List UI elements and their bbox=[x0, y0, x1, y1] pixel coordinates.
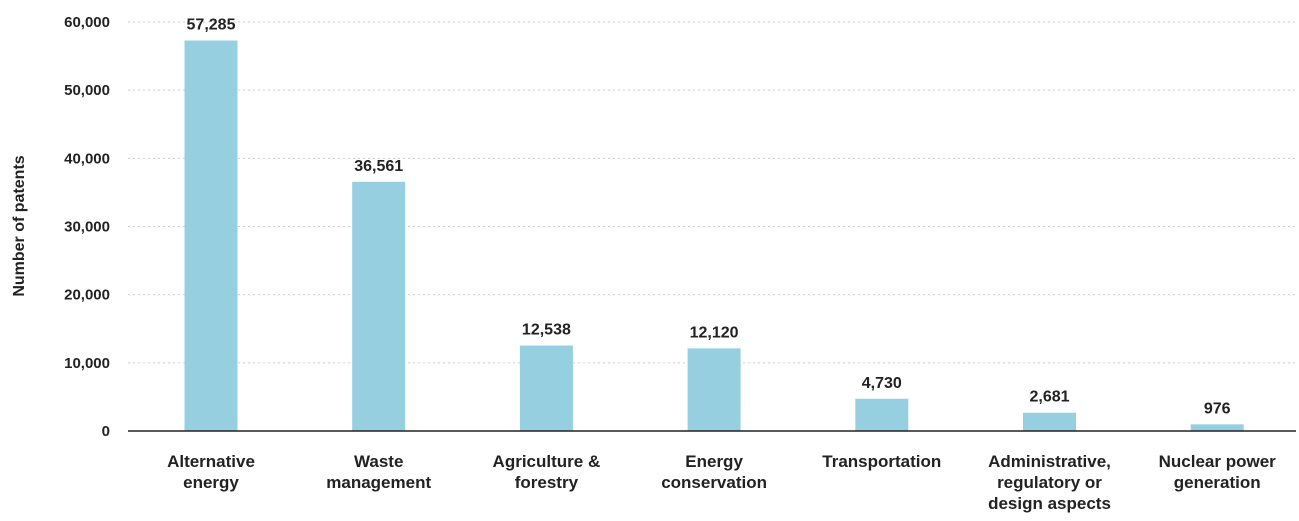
x-category-label-line: forestry bbox=[515, 473, 579, 492]
bar bbox=[687, 348, 741, 431]
gridlines bbox=[128, 21, 1296, 364]
x-axis-categories: Alternative energy Waste management Agricult… bbox=[167, 452, 1276, 513]
bar-value-label: 57,285 bbox=[187, 17, 236, 34]
bar bbox=[1190, 424, 1244, 431]
x-category-label-line: conservation bbox=[661, 473, 767, 492]
y-tick-label: 10,000 bbox=[64, 355, 110, 372]
x-category-label: Energy conservation bbox=[661, 452, 767, 492]
x-category-label-line: Nuclear power bbox=[1159, 452, 1277, 471]
bar bbox=[519, 345, 573, 431]
bar-value-label: 4,730 bbox=[862, 375, 902, 392]
bar bbox=[1023, 412, 1076, 431]
bars bbox=[184, 40, 1244, 431]
data-labels: 57,285 36,561 12,538 12,120 4,730 2,681 976 bbox=[187, 17, 1231, 418]
y-tick-label: 20,000 bbox=[64, 287, 110, 304]
x-category-label: Agriculture & forestry bbox=[493, 452, 601, 492]
y-tick-label: 60,000 bbox=[64, 14, 110, 31]
bar bbox=[352, 181, 406, 431]
x-category-label: Alternative energy bbox=[167, 452, 255, 492]
y-tick-label: 50,000 bbox=[64, 82, 110, 99]
bar bbox=[184, 40, 238, 431]
x-category-label-line: Alternative bbox=[167, 452, 255, 471]
y-tick-label: 30,000 bbox=[64, 219, 110, 236]
x-category-label-line: Administrative, bbox=[988, 452, 1111, 471]
x-category-label-line: management bbox=[326, 473, 431, 492]
x-category-label: Waste management bbox=[326, 452, 431, 492]
bar-value-label: 2,681 bbox=[1029, 389, 1069, 406]
x-category-label-line: Agriculture & bbox=[493, 452, 601, 471]
x-category-label: Transportation bbox=[822, 452, 941, 471]
bar bbox=[855, 398, 909, 431]
x-category-label: Administrative, regulatory or design aspec… bbox=[988, 452, 1111, 513]
x-category-label-line: regulatory or bbox=[997, 473, 1102, 492]
x-category-label-line: energy bbox=[183, 473, 239, 492]
bar-value-label: 36,561 bbox=[354, 158, 403, 175]
x-category-label-line: design aspects bbox=[988, 494, 1111, 513]
x-category-label-line: generation bbox=[1174, 473, 1261, 492]
y-tick-label: 40,000 bbox=[64, 150, 110, 167]
bar-value-label: 12,120 bbox=[690, 324, 739, 341]
x-category-label: Nuclear power generation bbox=[1159, 452, 1277, 492]
y-axis-ticks: 0 10,000 20,000 30,000 40,000 50,000 60,000 bbox=[64, 14, 110, 440]
bar-value-label: 12,538 bbox=[522, 322, 571, 339]
x-category-label-line: Energy bbox=[685, 452, 743, 471]
y-axis-title: Number of patents bbox=[11, 155, 28, 296]
x-category-label-line: Transportation bbox=[822, 452, 941, 471]
y-tick-label: 0 bbox=[102, 423, 110, 440]
bar-value-label: 976 bbox=[1204, 400, 1231, 417]
x-category-label-line: Waste bbox=[354, 452, 403, 471]
